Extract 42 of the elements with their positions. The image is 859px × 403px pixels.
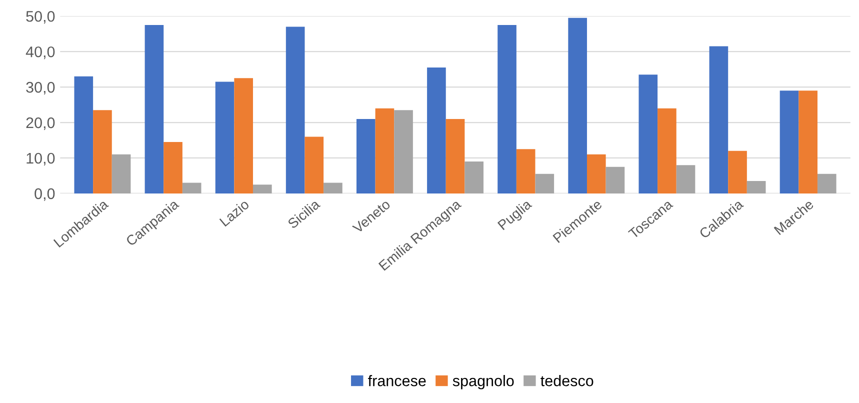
bar [606,166,625,194]
bar [746,181,766,194]
bar [74,76,94,194]
bar [356,118,376,194]
y-tick-label: 0,0 [34,188,55,201]
bar [535,174,554,194]
bar [304,136,324,194]
bar [586,154,606,194]
bar [164,142,182,194]
bar [798,90,818,194]
bar [638,74,658,194]
legend-label: tedesco [540,375,594,386]
bar [568,18,587,194]
bar [728,150,747,194]
bar [215,82,234,194]
bar [93,110,112,194]
bar [252,184,272,194]
legend-label: francese [368,375,426,386]
y-tick-label: 40,0 [26,46,55,60]
y-tick-label: 50,0 [26,10,55,24]
bar [375,108,394,194]
y-tick-label: 10,0 [26,152,55,166]
bar [234,78,253,194]
bar [676,165,696,194]
bar [286,26,305,194]
bar [446,118,465,194]
y-tick-label: 30,0 [26,82,55,95]
bar [182,182,202,194]
bar [324,182,342,194]
bar [427,68,446,194]
bar [817,174,836,194]
bar [112,154,131,194]
bar [394,110,413,194]
bar [709,46,728,194]
y-tick-label: 20,0 [26,117,55,130]
bar [144,24,164,194]
bar [464,162,484,194]
legend-label: spagnolo [452,375,514,390]
bar [498,24,516,194]
bar [658,108,676,194]
bar [516,149,536,194]
bar [780,90,799,194]
